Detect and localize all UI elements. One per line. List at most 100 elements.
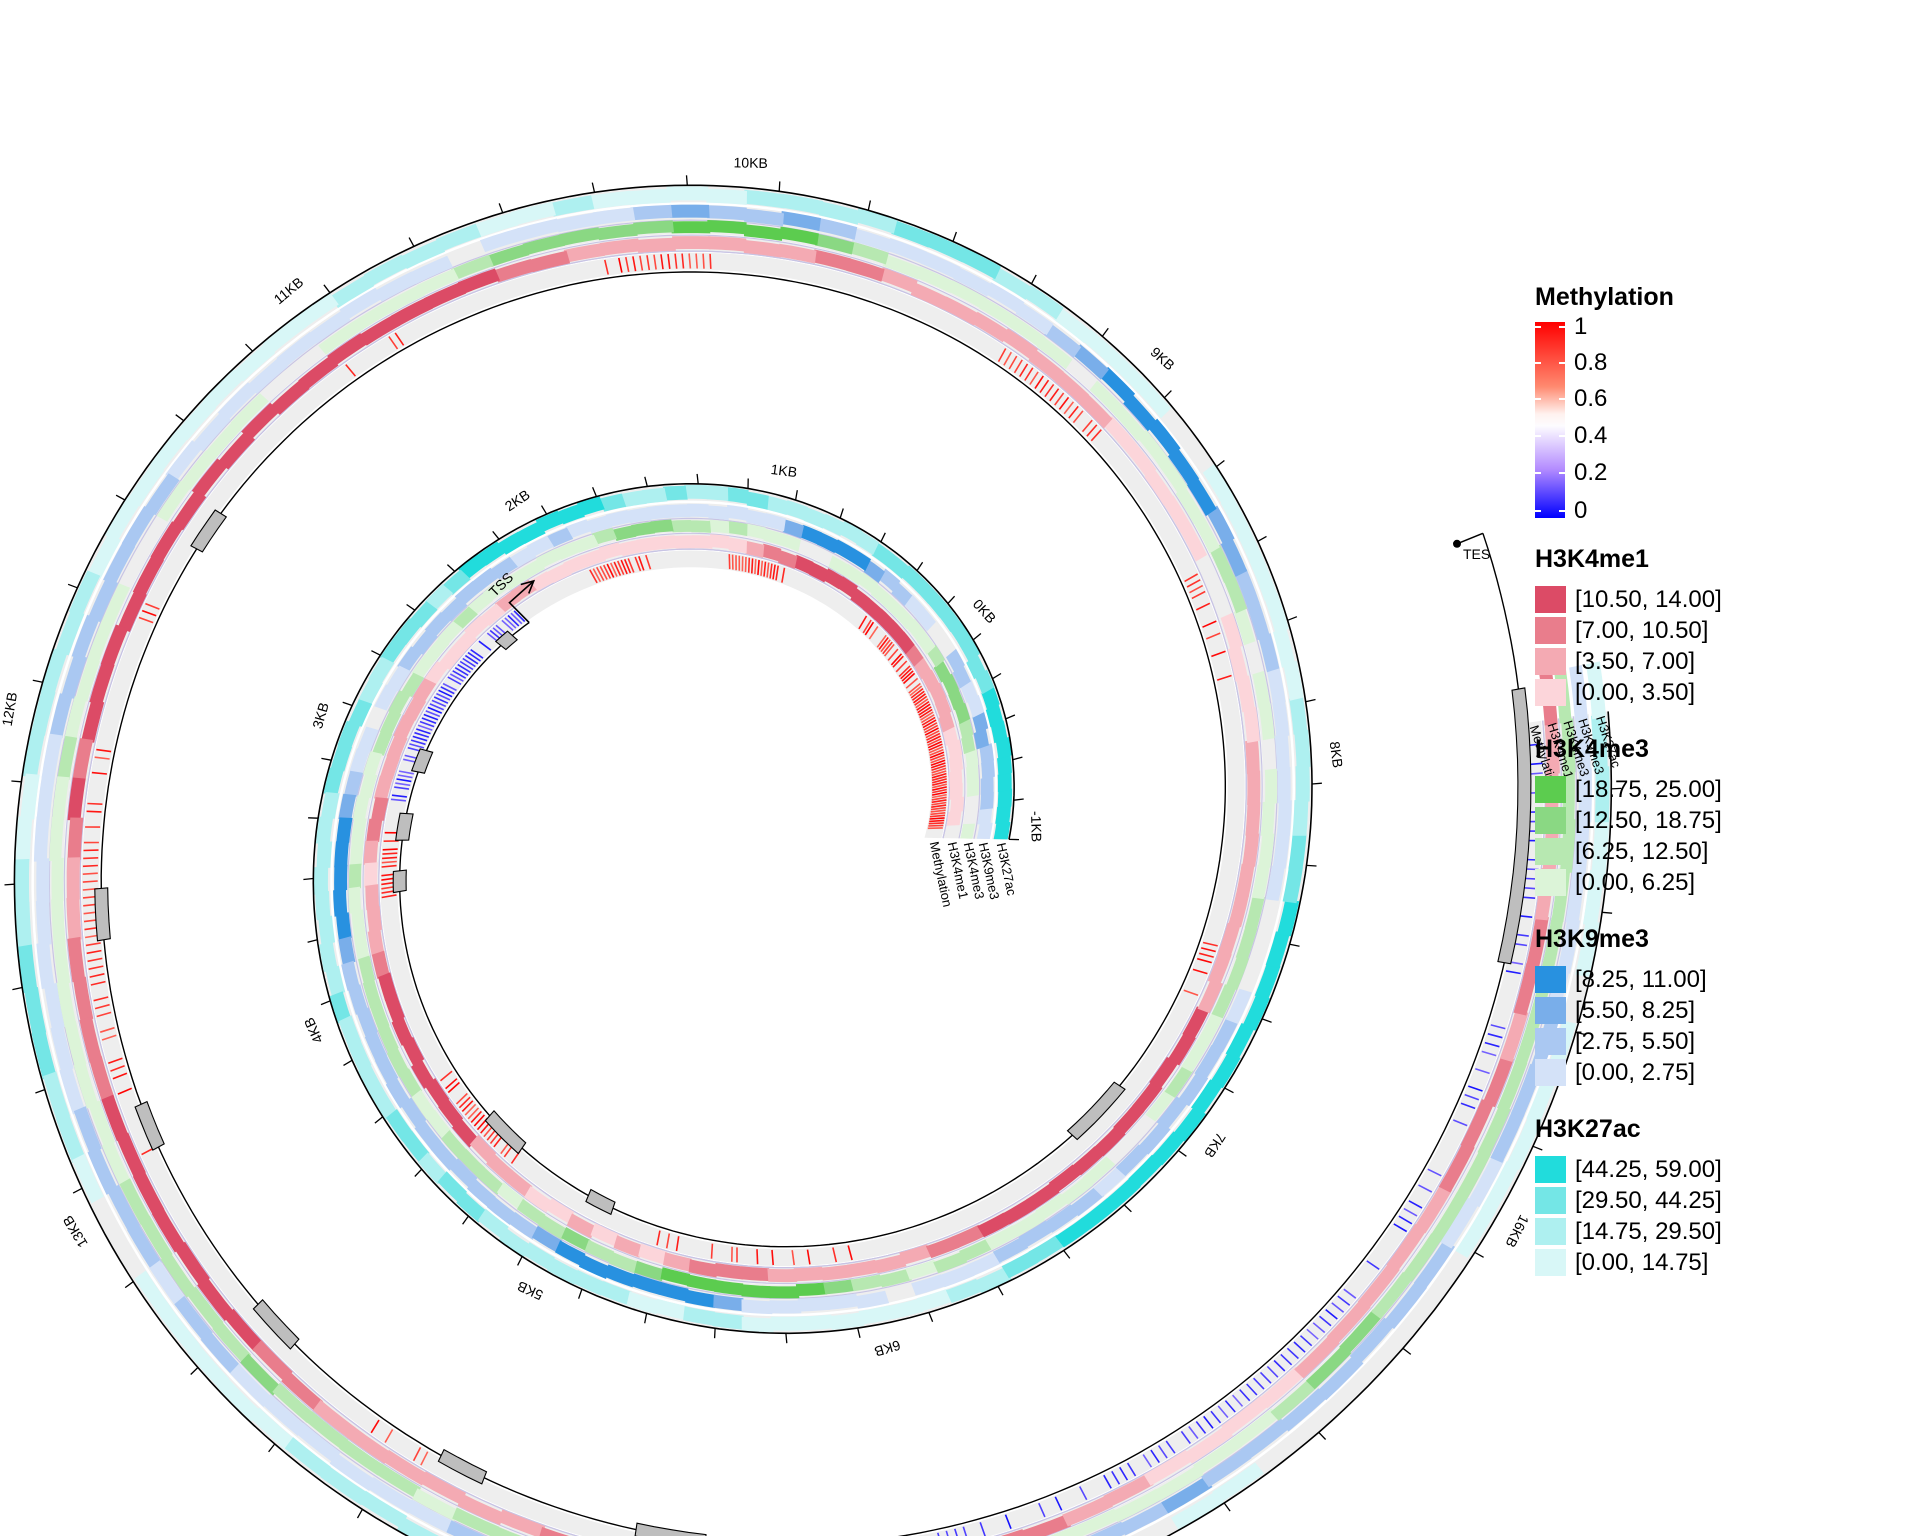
methylation-mark [431, 699, 447, 708]
methylation-mark [1366, 1260, 1380, 1270]
spiral-signals [15, 186, 1610, 1536]
signal-cell-k9 [1258, 633, 1280, 673]
signal-cell-k9 [344, 770, 364, 797]
legend-label: [14.75, 29.50] [1575, 1217, 1722, 1245]
axis-tick [115, 494, 126, 501]
signal-cell-ac [888, 1298, 925, 1320]
signal-cell-k4m3 [1036, 336, 1073, 370]
signal-cell-k9 [149, 1260, 186, 1307]
signal-cell-ac [15, 816, 33, 863]
gene-intron-line [100, 271, 1526, 1536]
methylation-mark [91, 771, 107, 775]
signal-cell-k4m1 [457, 268, 500, 294]
signal-cell-k4m1 [66, 857, 81, 901]
signal-cell-k4m1 [67, 817, 84, 861]
methylation-mark [391, 794, 407, 798]
legend-swatch [1535, 648, 1566, 675]
signal-cell-k9 [1272, 699, 1290, 738]
signal-cell-k4m1 [528, 250, 571, 273]
signal-cell-k4m3 [591, 527, 617, 545]
signal-cell-k9 [339, 287, 383, 320]
axis-tick [1306, 864, 1317, 867]
colorbar-label: 0.8 [1574, 349, 1608, 376]
methylation-mark [931, 801, 947, 806]
legend-item: [2.75, 5.50] [1535, 1026, 1895, 1057]
axis-tick [1163, 390, 1172, 399]
signal-cell-k9 [668, 204, 710, 218]
signal-cell-k4m1 [1125, 441, 1157, 478]
colorbar-label: 0.4 [1574, 422, 1608, 449]
signal-cell-k9 [1575, 716, 1591, 773]
legend-h3k4me3: H3K4me3 [18.75, 25.00] [12.50, 18.75] [6… [1535, 736, 1895, 898]
signal-cell-k4m3 [686, 1274, 717, 1292]
signal-cell-k4m1 [486, 1153, 514, 1182]
signal-cell-k4m3 [1251, 864, 1270, 900]
signal-cell-k4m1 [598, 542, 624, 560]
methylation-mark [930, 812, 946, 816]
methylation-mark [1049, 388, 1060, 402]
signal-cell-k4m3 [64, 696, 87, 741]
methylation-mark [87, 957, 103, 963]
axis-tick [67, 583, 78, 589]
signal-cell-k4m3 [339, 1438, 384, 1476]
signal-cell-k4m1 [1144, 468, 1175, 506]
axis-tick [1402, 1347, 1412, 1355]
methylation-mark [1188, 1426, 1199, 1439]
signal-cell-ac [549, 195, 595, 217]
signal-cell-k4m1 [451, 631, 478, 655]
signal-cell-k4m1 [566, 1213, 596, 1239]
methylation-mark [439, 1070, 453, 1082]
signal-cell-k9 [1467, 1155, 1505, 1208]
methylation-mark [1259, 1371, 1272, 1384]
methylation-mark [1192, 968, 1208, 975]
methylation-mark [895, 660, 908, 673]
axis-tick-label: 10KB [733, 154, 768, 171]
signal-cell-k9 [247, 357, 289, 394]
signal-cell-ac [821, 513, 845, 537]
signal-cell-k9 [1119, 1500, 1171, 1536]
axis-tick-label: 9KB [1147, 344, 1177, 374]
signal-cell-ac [654, 1298, 687, 1320]
signal-cell-k4m3 [501, 569, 528, 591]
signal-cell-k4m1 [1020, 1514, 1072, 1536]
methylation-mark [688, 253, 692, 269]
signal-cell-k4m1 [327, 333, 369, 366]
methylation-mark [1418, 1184, 1433, 1193]
signal-cell-k4m3 [985, 1225, 1020, 1250]
methylation-mark [931, 772, 947, 779]
signal-cell-k9 [592, 207, 636, 226]
axis-tick-label: 12KB [0, 691, 20, 727]
signal-cell-k4m1 [741, 1266, 771, 1282]
signal-cell-k9 [229, 1363, 272, 1407]
axis-tick [591, 182, 596, 193]
signal-cell-k4m1 [425, 1078, 450, 1108]
signal-cell-k9 [1201, 1448, 1252, 1488]
signal-cell-k9 [467, 1178, 496, 1208]
signal-cell-k4m1 [365, 884, 380, 911]
legend-label: [8.25, 11.00] [1575, 965, 1707, 993]
methylation-mark [931, 767, 947, 774]
signal-cell-k9 [61, 654, 87, 699]
methylation-mark [832, 1247, 838, 1263]
signal-cell-k9 [1220, 537, 1248, 577]
signal-cell-ac [511, 201, 556, 226]
tss-arrowhead [520, 579, 536, 594]
signal-cell-k4m3 [933, 660, 951, 683]
axis-tick [1261, 1018, 1272, 1023]
methylation-mark [1202, 941, 1218, 947]
methylation-mark [931, 796, 947, 801]
signal-cell-ac [87, 533, 121, 579]
legend-label: [44.25, 59.00] [1575, 1155, 1722, 1183]
methylation-mark [438, 689, 453, 698]
axis-tick [343, 1059, 353, 1066]
signal-cell-k9 [1240, 1418, 1290, 1460]
axis-tick [778, 181, 781, 192]
axis-tick [591, 487, 598, 497]
signal-cell-k4m1 [1184, 1425, 1233, 1464]
signal-cell-ac [1273, 627, 1296, 668]
methylation-mark [457, 663, 471, 673]
signal-cell-k9 [1161, 1476, 1213, 1514]
signal-cell-k4m3 [372, 730, 393, 756]
legend-swatch [1535, 838, 1566, 865]
axis-tick-label: 6KB [873, 1337, 903, 1360]
